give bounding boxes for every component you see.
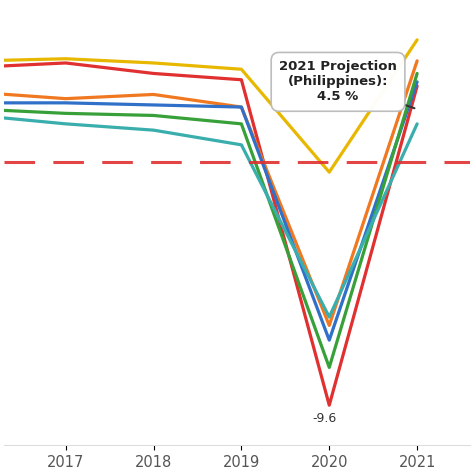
Text: 2021 Projection
(Philippines):
4.5 %: 2021 Projection (Philippines): 4.5 %	[279, 60, 414, 108]
Text: -9.6: -9.6	[313, 411, 337, 425]
